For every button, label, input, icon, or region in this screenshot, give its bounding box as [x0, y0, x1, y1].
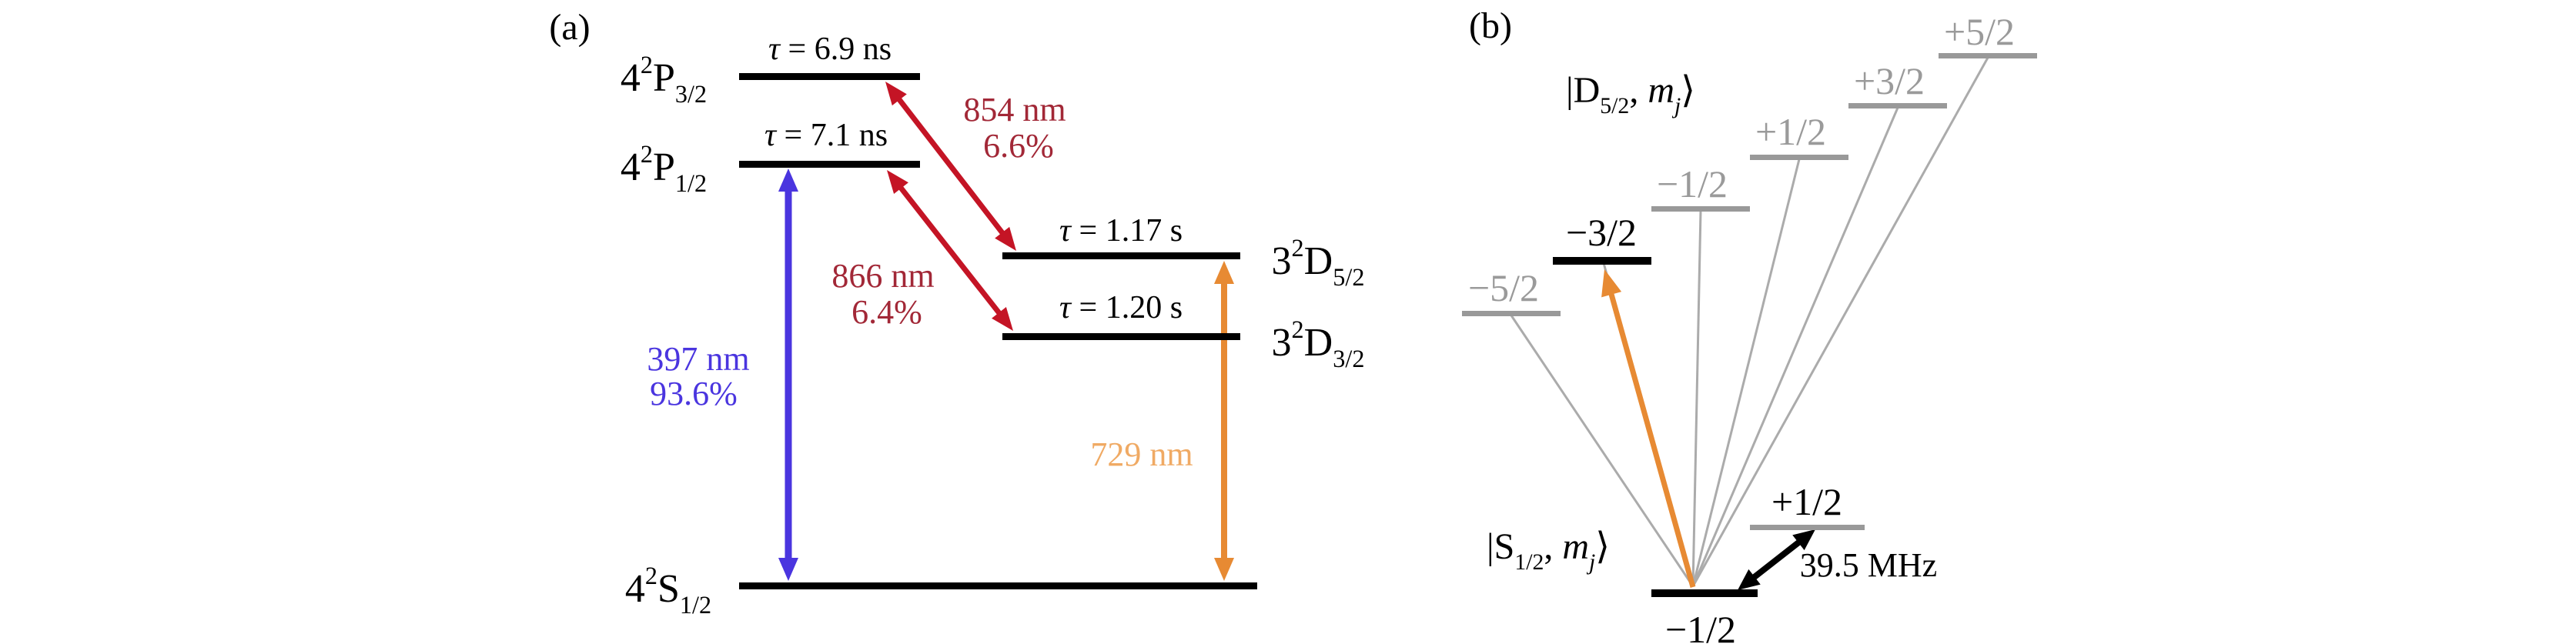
label-d-m+5-2: +5/2: [1943, 10, 2016, 53]
arrowhead: [992, 306, 1013, 331]
ket-s1-2: |S1/2, mj⟩: [1487, 526, 1610, 576]
label-4p1-2: 42P1/2: [620, 139, 708, 198]
lifetime-4p1-2: τ = 7.1 ns: [764, 118, 888, 153]
label-d-m+3-2: +3/2: [1853, 59, 1925, 102]
level-4s1-2: [739, 582, 1257, 589]
lifetime-3d5-2: τ = 1.17 s: [1059, 213, 1183, 249]
ket-d5-2: |D5/2, mj⟩: [1566, 70, 1695, 119]
arrowhead: [778, 558, 798, 581]
label-d-m-5-2: −5/2: [1467, 266, 1540, 309]
lifetime-3d3-2: τ = 1.20 s: [1059, 290, 1183, 325]
arrow-729-zeeman: [1601, 269, 1696, 588]
level-3d5-2: [1002, 252, 1240, 259]
label-39-5-mhz: 39.5 MHz: [1799, 546, 1938, 584]
level-d-m+1-2: [1750, 154, 1848, 160]
arrowhead: [1214, 558, 1234, 581]
arrow-zeeman-splitting: [1738, 529, 1815, 590]
level-d-m+5-2: [1939, 52, 2037, 58]
branching-397: 93.6%: [650, 375, 738, 412]
arrowhead: [1214, 261, 1234, 284]
level-4p3-2: [739, 72, 920, 80]
arrowhead: [1738, 569, 1761, 590]
level-d-m-1-2: [1651, 205, 1750, 212]
arrow-854: [885, 82, 1016, 251]
label-3d5-2: 32D5/2: [1271, 233, 1365, 292]
arrow-397: [778, 169, 798, 581]
level-s-m+1-2: [1750, 524, 1865, 530]
arrowhead: [1601, 269, 1622, 298]
label-s-m-1-2: −1/2: [1664, 608, 1737, 644]
arrowhead: [778, 169, 798, 192]
level-d-m-3-2: [1553, 257, 1651, 265]
label-4p3-2: 42P3/2: [620, 50, 708, 108]
arrow-866: [887, 170, 1013, 331]
level-d-m+3-2: [1848, 102, 1947, 108]
level-3d3-2: [1002, 332, 1240, 340]
arrowhead: [995, 226, 1016, 251]
wavelength-866: 866 nm: [831, 257, 935, 295]
arrowhead: [1792, 529, 1815, 551]
label-s-m+1-2: +1/2: [1771, 480, 1843, 523]
level-s-m-1-2: [1651, 589, 1758, 597]
arrowhead: [887, 170, 908, 195]
panel-a-tag: (a): [549, 7, 590, 48]
level-4p1-2: [739, 160, 920, 168]
label-d-m-1-2: −1/2: [1656, 162, 1728, 205]
wavelength-729: 729 nm: [1090, 435, 1193, 473]
arrow-729: [1214, 261, 1234, 581]
branching-854: 6.6%: [983, 127, 1054, 165]
label-d-m+1-2: +1/2: [1755, 110, 1827, 153]
label-d-m-3-2: −3/2: [1565, 211, 1638, 254]
lifetime-4p3-2: τ = 6.9 ns: [768, 32, 892, 67]
branching-866: 6.4%: [851, 293, 922, 331]
label-3d3-2: 32D3/2: [1271, 315, 1365, 373]
fan-lines: [1510, 57, 1989, 587]
label-4s1-2: 42S1/2: [624, 561, 712, 619]
panel-b-tag: (b): [1469, 5, 1512, 46]
wavelength-397: 397 nm: [647, 340, 750, 378]
level-d-m-5-2: [1462, 310, 1561, 316]
wavelength-854: 854 nm: [963, 91, 1066, 128]
arrowhead: [885, 82, 907, 106]
